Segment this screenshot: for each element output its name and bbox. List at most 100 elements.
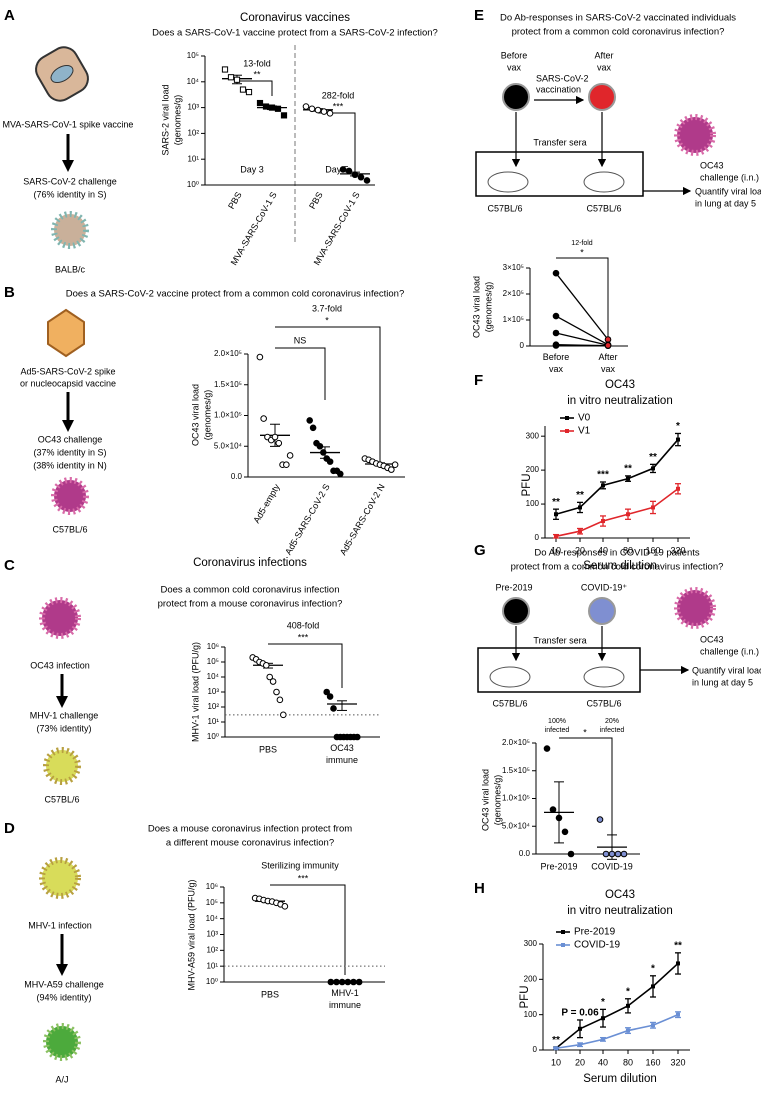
y-tick-label: 10⁰ — [207, 732, 219, 741]
data-point — [676, 437, 680, 442]
chart-title: Do Ab-responses in SARS-CoV-2 vaccinated… — [500, 13, 736, 24]
significance-label: ** — [576, 490, 584, 501]
annotation: 13-fold — [243, 58, 271, 68]
data-point — [626, 476, 630, 481]
y-tick-label: 10⁵ — [207, 657, 219, 666]
x-tick-label: PBS — [307, 190, 325, 211]
y-tick-label: 10⁶ — [206, 882, 218, 891]
data-point — [552, 269, 560, 277]
bracket — [275, 326, 381, 468]
x-axis-label: Serum dilution — [583, 1073, 657, 1085]
annotation: 12-fold — [571, 240, 593, 247]
legend-swatch — [565, 429, 569, 433]
data-point — [338, 978, 346, 986]
bracket — [275, 347, 326, 400]
panel-letter: H — [474, 880, 485, 897]
data-point — [345, 167, 353, 175]
data-point — [273, 688, 280, 696]
x-tick-label: PBS — [259, 744, 277, 754]
pair-line — [555, 272, 609, 340]
data-point — [333, 978, 340, 986]
data-point — [316, 442, 324, 450]
y-tick-label: 5.0×10⁴ — [214, 441, 243, 450]
y-tick-label: 200 — [526, 465, 540, 474]
x-tick-label-line: Before — [543, 352, 570, 362]
x-tick-label: Ad5-SARS-CoV-2 N — [338, 482, 387, 557]
significance-label: ** — [552, 1035, 560, 1046]
illustration-text: C57BL/6 — [492, 698, 527, 708]
illustration-text: SARS-CoV-2 challenge — [23, 176, 117, 186]
data-point — [227, 74, 235, 81]
y-axis-label: (genomes/g) — [483, 282, 493, 333]
illustration-text: C57BL/6 — [487, 203, 522, 213]
y-tick-label: 1.5×10⁵ — [502, 766, 530, 775]
legend-label: COVID-19 — [574, 940, 621, 951]
data-point — [263, 662, 270, 669]
y-tick-label: 100 — [526, 499, 540, 508]
illustration-text: or nucleocapsid vaccine — [20, 378, 116, 388]
chart-title: Coronavirus vaccines — [240, 12, 350, 24]
y-axis-label: PFU — [519, 986, 531, 1009]
data-point — [561, 828, 569, 836]
data-point — [676, 961, 680, 966]
annotation: *** — [298, 873, 309, 883]
x-tick-label: Before vax — [543, 352, 570, 374]
y-tick-label: 1.0×10⁵ — [502, 794, 530, 803]
data-point — [626, 1003, 630, 1008]
x-tick-label-line: OC43 — [330, 743, 354, 753]
x-tick-label: 160 — [645, 545, 660, 555]
data-point — [233, 76, 241, 83]
y-tick-label: 10⁴ — [206, 914, 219, 923]
data-point — [601, 1016, 605, 1021]
chart-subtitle: Does a mouse coronavirus infection prote… — [148, 824, 352, 835]
data-point — [271, 433, 279, 441]
data-point — [578, 1042, 582, 1047]
virus-icon — [43, 747, 81, 785]
x-tick-label: 160 — [645, 1057, 660, 1067]
data-point — [245, 88, 253, 96]
y-tick-label: 0 — [535, 533, 540, 542]
data-point — [320, 449, 327, 456]
data-point — [651, 984, 655, 989]
significance-label: * — [626, 986, 630, 997]
data-point — [327, 978, 335, 986]
data-point — [601, 519, 605, 524]
virus-icon — [39, 857, 81, 899]
illustration-text: vax — [507, 62, 522, 72]
data-point — [280, 112, 288, 119]
x-tick-label: PBS — [226, 190, 244, 211]
data-point — [651, 505, 655, 510]
y-tick-label: 10¹ — [206, 961, 218, 970]
annotation: 3.7-fold — [312, 303, 342, 313]
y-axis-label: MHV-1 viral load (PFU/g) — [190, 642, 200, 742]
illustration-text: Before — [501, 50, 528, 60]
bracket — [268, 643, 343, 688]
illustration-text: OC43 challenge — [38, 434, 103, 444]
legend-label: V0 — [578, 413, 591, 424]
data-point — [276, 696, 284, 704]
illustration-text: (76% identity in S) — [33, 189, 106, 199]
data-point — [268, 104, 276, 111]
y-tick-label: 0.0 — [231, 472, 243, 481]
illustration-text: (37% identity in S) — [33, 447, 106, 457]
annotation: Day 5 — [325, 164, 349, 174]
data-point — [256, 99, 264, 107]
illustration-text: in lung at day 5 — [695, 198, 756, 208]
significance-label: * — [676, 421, 680, 432]
y-tick-label: 2.0×10⁵ — [214, 349, 242, 358]
panel-letter: F — [474, 372, 483, 389]
data-point — [281, 903, 289, 910]
illustration-text: (94% identity) — [36, 992, 91, 1002]
annotation: Sterilizing immunity — [261, 860, 339, 870]
y-tick-label: 10² — [187, 129, 199, 138]
chart-title: protect from a common cold coronavirus i… — [512, 27, 725, 38]
data-point — [620, 850, 628, 858]
mouse-icon — [487, 171, 529, 193]
y-tick-label: 5.0×10⁴ — [502, 821, 531, 830]
illustration-text: MHV-1 infection — [28, 920, 92, 930]
legend-label: Pre-2019 — [574, 927, 616, 938]
data-point — [320, 108, 328, 115]
illustration-text: OC43 — [700, 160, 724, 170]
data-point — [262, 103, 270, 110]
